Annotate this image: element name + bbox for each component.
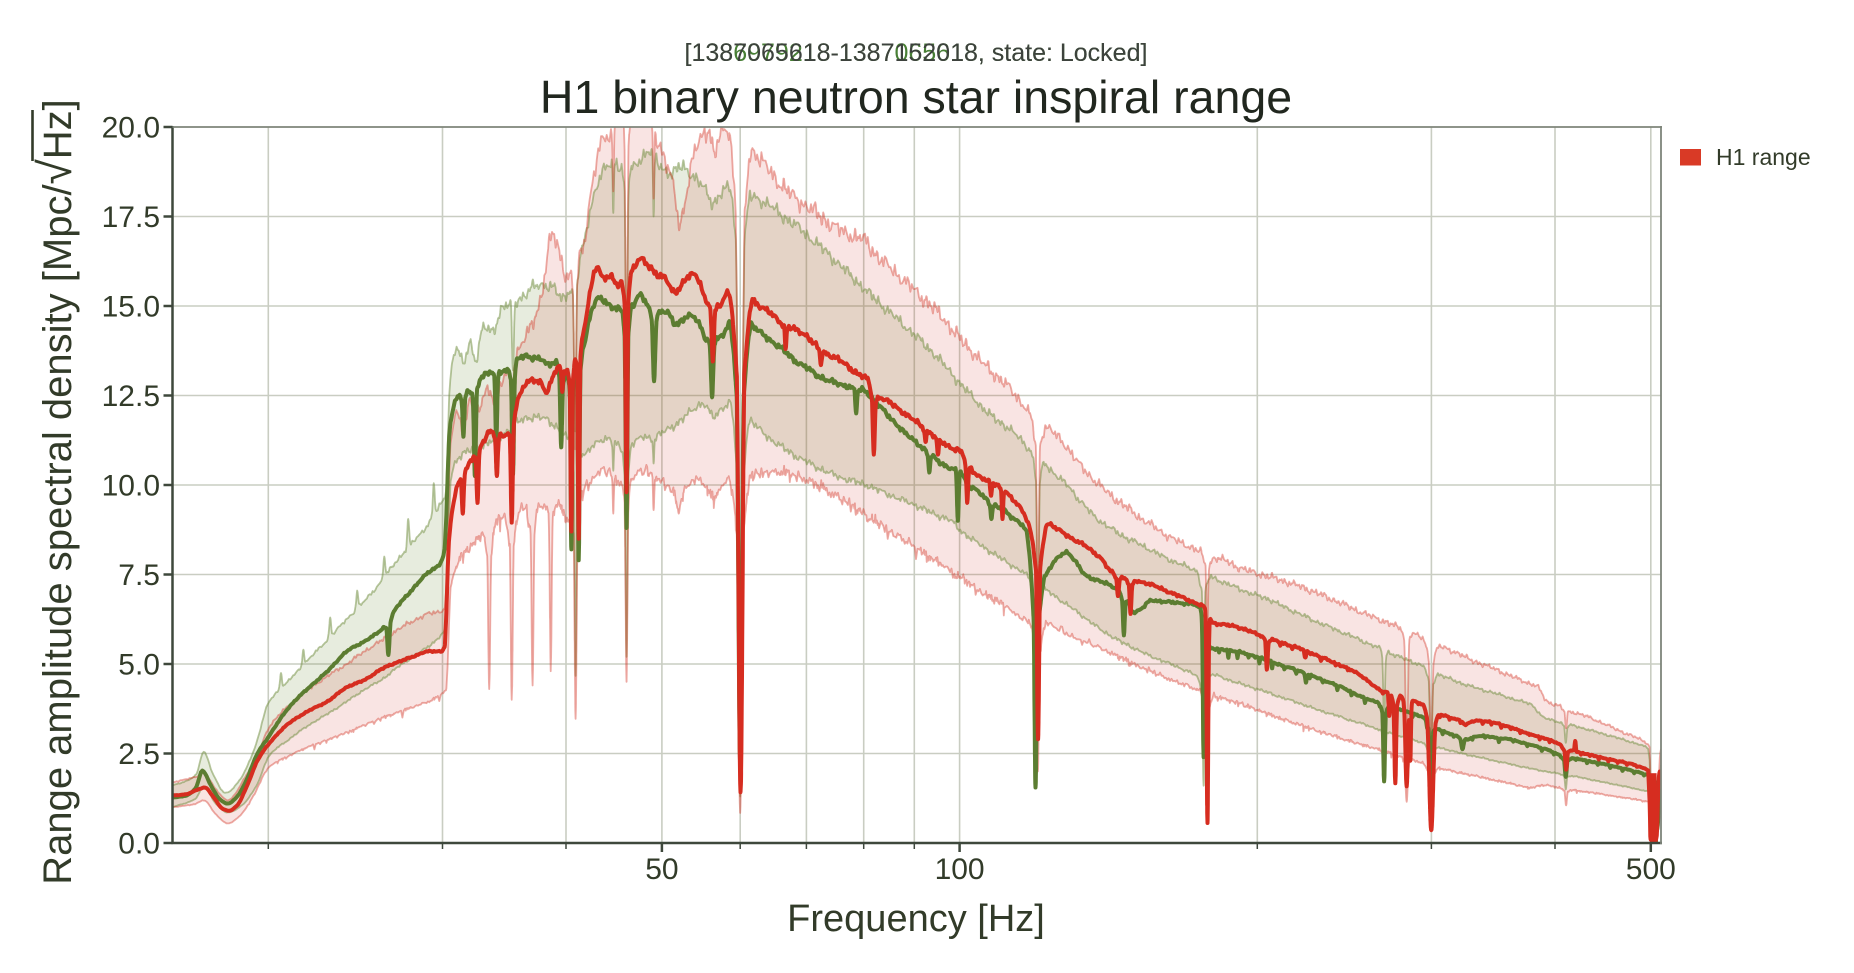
svg-text:7.5: 7.5 [118, 559, 160, 592]
svg-text:20.0: 20.0 [102, 112, 160, 145]
svg-text:17.5: 17.5 [102, 201, 160, 234]
svg-text:[1387065618-1387152018, state:: [1387065618-1387152018, state: Locked] [685, 39, 1148, 67]
svg-text:500: 500 [1626, 853, 1676, 886]
svg-text:H1 range: H1 range [1716, 144, 1811, 170]
svg-text:10.0: 10.0 [102, 470, 160, 503]
svg-text:15.0: 15.0 [102, 291, 160, 324]
svg-text:100: 100 [935, 853, 985, 886]
svg-text:50: 50 [645, 853, 678, 886]
svg-text:2.5: 2.5 [118, 738, 160, 771]
svg-text:0.0: 0.0 [118, 828, 160, 861]
svg-text:H1 binary neutron star inspira: H1 binary neutron star inspiral range [540, 71, 1292, 123]
svg-text:5.0: 5.0 [118, 649, 160, 682]
svg-text:[1386979218-1387065618, state:: [1386979218-1387065618, state: Locked] [685, 39, 1148, 67]
svg-text:Frequency [Hz]: Frequency [Hz] [787, 898, 1045, 940]
svg-text:Range amplitude spectral densi: Range amplitude spectral density [Mpc/√H… [29, 99, 81, 885]
svg-text:12.5: 12.5 [102, 380, 160, 413]
